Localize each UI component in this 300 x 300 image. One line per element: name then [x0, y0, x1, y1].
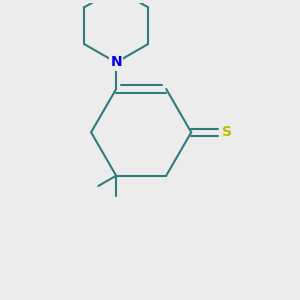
Text: S: S: [221, 125, 232, 139]
Text: N: N: [110, 56, 122, 70]
